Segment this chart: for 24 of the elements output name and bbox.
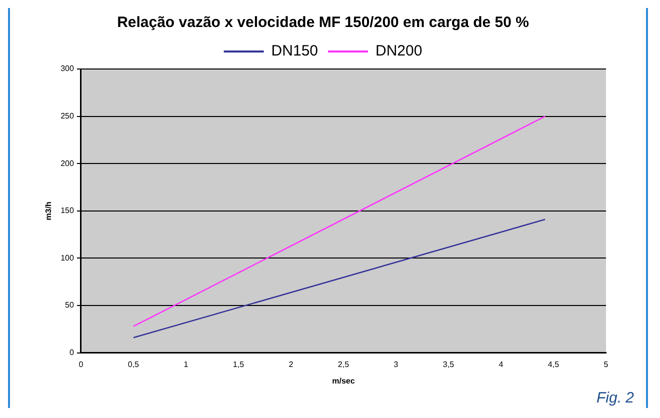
y-tick-label: 150: [60, 206, 74, 216]
y-tick-label: 300: [60, 64, 74, 74]
y-tick-label: 50: [65, 300, 74, 310]
legend-label: DN200: [376, 42, 422, 60]
x-tick-label: 3,5: [442, 360, 455, 369]
legend-label: DN150: [271, 42, 318, 60]
x-tick-label: 0,5: [128, 360, 140, 369]
x-tick-label: 2: [288, 360, 294, 369]
x-tick-label: 1: [184, 360, 189, 369]
x-tick-label: 3: [394, 360, 399, 369]
y-tick-label: 250: [60, 112, 74, 121]
y-tick-label: 100: [60, 253, 74, 262]
y-axis-title: m3/h: [44, 201, 54, 220]
chart-title: Relação vazão x velocidade MF 150/200 em carga de 50 %: [117, 14, 529, 32]
x-axis-title: m/sec: [332, 376, 356, 386]
x-tick-label: 2,5: [338, 360, 350, 369]
x-tick-label: 1,5: [232, 360, 245, 369]
x-tick-label: 4,5: [548, 360, 560, 369]
y-tick-label: 200: [60, 158, 74, 168]
x-tick-label: 0: [78, 360, 84, 369]
x-tick-label: 4: [498, 360, 504, 369]
x-tick-label: 5: [604, 360, 609, 369]
y-tick-label: 0: [69, 348, 74, 358]
caption: Fig. 2: [596, 390, 635, 407]
